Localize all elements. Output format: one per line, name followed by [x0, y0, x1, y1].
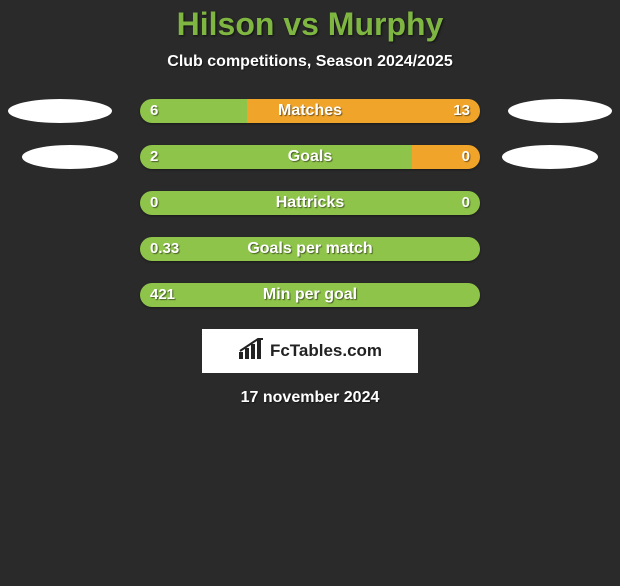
subtitle: Club competitions, Season 2024/2025: [0, 53, 620, 71]
stat-row: 00Hattricks: [0, 191, 620, 215]
stat-label: Hattricks: [0, 191, 620, 215]
stat-label: Goals per match: [0, 237, 620, 261]
branding-badge: FcTables.com: [202, 329, 418, 373]
branding-text: FcTables.com: [270, 341, 382, 361]
stat-row: 613Matches: [0, 99, 620, 123]
stat-label: Matches: [0, 99, 620, 123]
page-title: Hilson vs Murphy: [0, 6, 620, 43]
stat-row: 0.33Goals per match: [0, 237, 620, 261]
stat-label: Min per goal: [0, 283, 620, 307]
stat-row: 20Goals: [0, 145, 620, 169]
stats-container: 613Matches 20Goals 00Hattricks 0.33Goals pe…: [0, 99, 620, 307]
stat-row: 421Min per goal: [0, 283, 620, 307]
stat-label: Goals: [0, 145, 620, 169]
chart-icon: [238, 338, 264, 365]
date-text: 17 november 2024: [0, 389, 620, 407]
